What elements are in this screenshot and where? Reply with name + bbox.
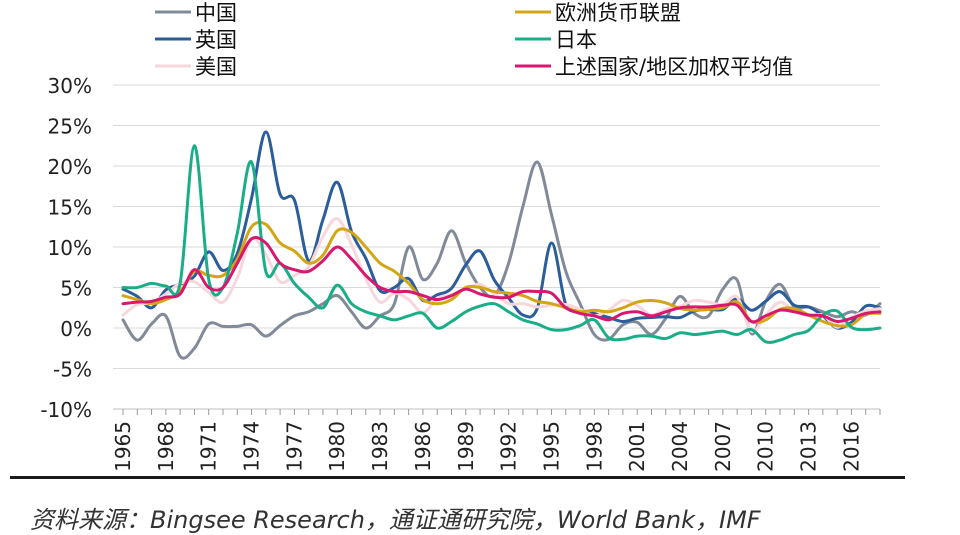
y-tick-label: 15%	[48, 196, 92, 220]
y-tick-label: 30%	[48, 74, 92, 98]
x-tick-label: 1995	[539, 421, 563, 472]
x-tick-label: 2001	[625, 421, 649, 472]
y-tick-label: 25%	[48, 115, 92, 139]
y-tick-label: 0%	[60, 317, 92, 341]
x-tick-label: 2016	[839, 421, 863, 472]
legend-item-weighted-avg: 上述国家/地区加权平均值	[515, 55, 793, 79]
x-tick-label: 1986	[411, 421, 435, 472]
x-tick-label: 1971	[197, 421, 221, 472]
legend-item-emu: 欧洲货币联盟	[515, 1, 681, 25]
x-tick-label: 2007	[711, 421, 735, 472]
series-line-china	[121, 160, 882, 360]
source-note: 资料来源：Bingsee Research，通证通研究院，World Bank，…	[30, 506, 761, 534]
legend-item-japan: 日本	[515, 28, 597, 52]
legend-item-us: 美国	[155, 55, 237, 79]
legend-label: 日本	[555, 28, 597, 52]
y-tick-label: 10%	[48, 236, 92, 260]
legend-label: 美国	[195, 55, 237, 79]
x-tick-label: 1965	[111, 421, 135, 472]
x-tick-label: 1974	[240, 421, 264, 472]
x-tick-label: 1977	[282, 421, 306, 472]
x-tick-label: 2010	[754, 421, 778, 472]
y-tick-label: -10%	[40, 398, 92, 422]
x-tick-label: 1980	[325, 421, 349, 472]
x-tick-label: 2004	[668, 421, 692, 472]
legend-label: 中国	[195, 1, 237, 25]
x-tick-label: 1983	[368, 421, 392, 472]
x-tick-label: 2013	[797, 421, 821, 472]
legend-label: 欧洲货币联盟	[555, 1, 681, 25]
separator-line	[10, 476, 905, 479]
series-line-japan	[121, 144, 882, 344]
x-tick-label: 1968	[154, 421, 178, 472]
legend-item-uk: 英国	[155, 28, 237, 52]
plot-area	[121, 130, 882, 360]
legend-label: 英国	[195, 28, 237, 52]
legend-item-china: 中国	[155, 1, 237, 25]
gridlines	[113, 84, 880, 410]
y-axis: 30% 25% 20% 15% 10% 5% 0% -5% -10%	[40, 74, 92, 422]
y-tick-label: -5%	[53, 358, 92, 382]
x-tick-label: 1992	[497, 421, 521, 472]
y-tick-label: 5%	[60, 277, 92, 301]
legend-label: 上述国家/地区加权平均值	[555, 55, 793, 79]
series-line-uk	[121, 130, 882, 330]
y-tick-label: 20%	[48, 155, 92, 179]
x-axis: 1965 1968 1971 1974 1977 1980 1983 1986 1989 1992…	[10, 408, 905, 479]
series-line-weighted-avg	[121, 236, 882, 324]
x-tick-label: 1998	[582, 421, 606, 472]
x-tick-label: 1989	[454, 421, 478, 472]
